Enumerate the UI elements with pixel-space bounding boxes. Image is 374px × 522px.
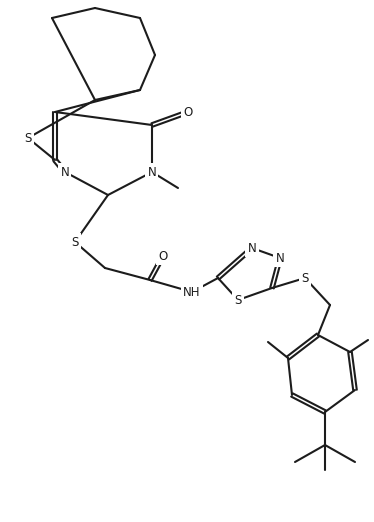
Text: S: S xyxy=(24,132,32,145)
Text: N: N xyxy=(248,242,256,255)
Text: N: N xyxy=(276,252,284,265)
Text: N: N xyxy=(61,165,69,179)
Text: O: O xyxy=(158,250,168,263)
Text: N: N xyxy=(148,165,156,179)
Text: S: S xyxy=(301,271,309,284)
Text: O: O xyxy=(183,105,193,118)
Text: S: S xyxy=(234,293,242,306)
Text: S: S xyxy=(71,235,79,248)
Text: NH: NH xyxy=(183,286,201,299)
